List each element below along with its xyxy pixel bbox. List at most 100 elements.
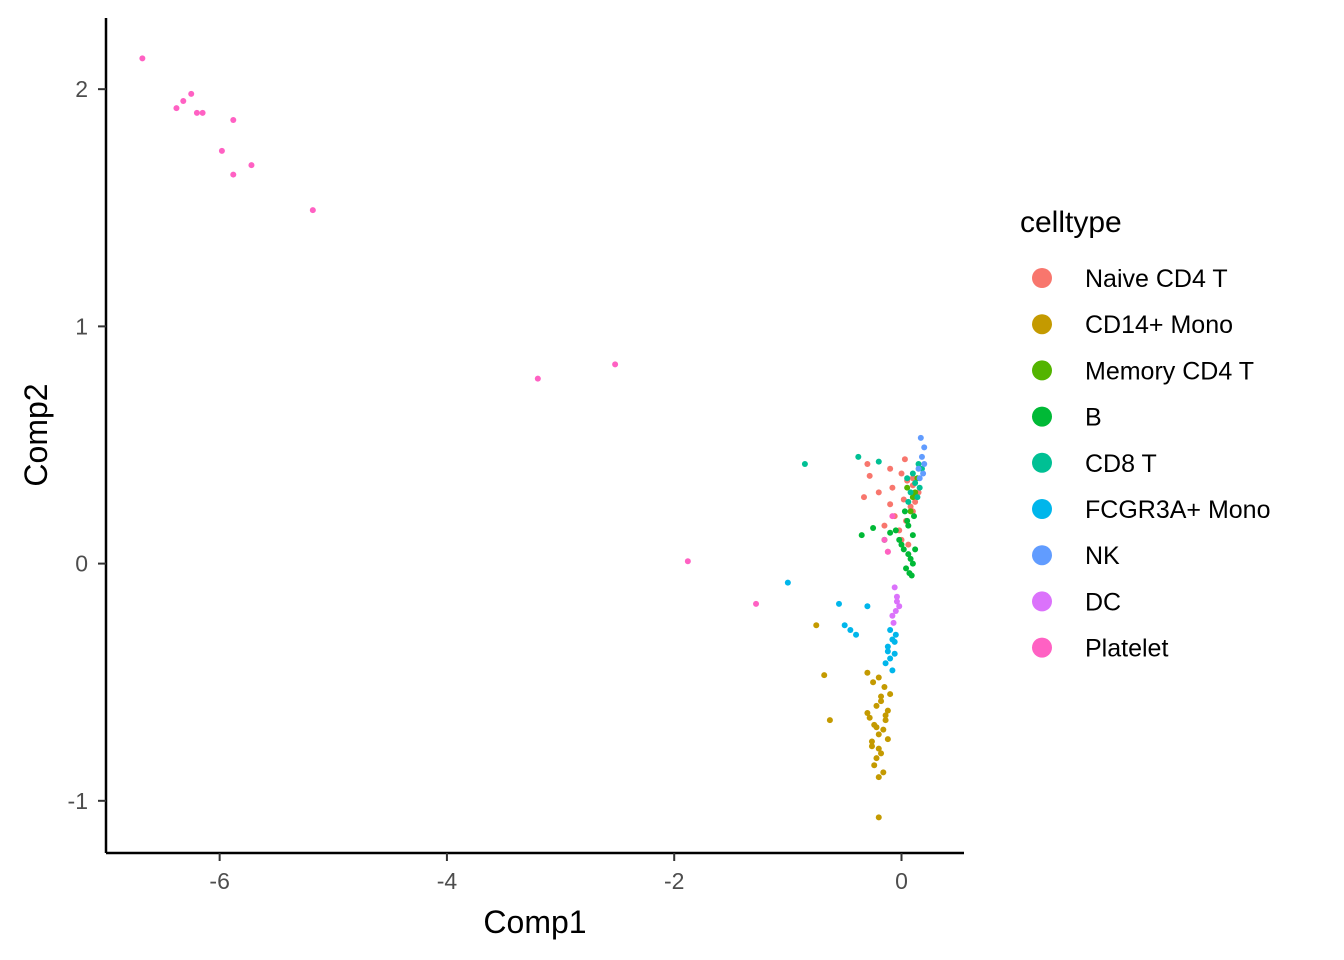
point-platelet-17 xyxy=(889,513,896,520)
point-b-12 xyxy=(903,565,910,572)
point-nk-3 xyxy=(915,465,922,472)
point-fcgr3a-mono-14 xyxy=(891,638,898,645)
point-naive-cd4-t-16 xyxy=(912,498,919,505)
legend-label: Platelet xyxy=(1085,635,1168,663)
legend-key xyxy=(1032,637,1052,658)
point-naive-cd4-t-2 xyxy=(887,465,894,472)
point-dc-1 xyxy=(893,598,900,605)
y-tick-label: 0 xyxy=(75,551,88,577)
point-naive-cd4-t-0 xyxy=(864,460,871,467)
point-cd14-mono-24 xyxy=(875,774,882,781)
point-platelet-7 xyxy=(218,147,225,154)
x-ticks: -6 -4 -2 0 xyxy=(209,853,908,894)
point-dc-2 xyxy=(889,612,896,619)
point-platelet-13 xyxy=(684,558,691,565)
point-fcgr3a-mono-7 xyxy=(892,631,899,638)
point-b-7 xyxy=(898,541,905,548)
x-axis-title: Comp1 xyxy=(483,904,586,940)
point-cd14-mono-10 xyxy=(884,707,891,714)
point-cd14-mono-7 xyxy=(887,691,894,698)
point-cd14-mono-4 xyxy=(870,679,877,686)
point-fcgr3a-mono-0 xyxy=(784,579,791,586)
point-fcgr3a-mono-9 xyxy=(884,643,891,650)
point-cd14-mono-28 xyxy=(882,712,889,719)
point-cd14-mono-26 xyxy=(873,724,880,731)
legend: Naive CD4 T CD14+ Mono Memory CD4 T B CD8 T F… xyxy=(1032,265,1271,663)
point-b-6 xyxy=(912,546,919,553)
point-cd14-mono-19 xyxy=(873,755,880,762)
point-fcgr3a-mono-2 xyxy=(841,622,848,629)
point-fcgr3a-mono-5 xyxy=(864,603,871,610)
point-nk-2 xyxy=(918,453,925,460)
x-tick-label: -2 xyxy=(664,868,684,894)
point-dc-0 xyxy=(892,608,899,615)
legend-label: DC xyxy=(1085,588,1121,616)
point-b-19 xyxy=(901,508,908,515)
legend-key xyxy=(1032,268,1052,288)
legend-label: FCGR3A+ Mono xyxy=(1085,496,1271,524)
point-nk-0 xyxy=(917,434,924,441)
legend-label: CD14+ Mono xyxy=(1085,311,1233,339)
point-cd14-mono-23 xyxy=(880,769,887,776)
point-cd8-t-8 xyxy=(907,489,914,496)
legend-key xyxy=(1032,406,1052,427)
point-b-8 xyxy=(887,529,894,536)
legend-title: celltype xyxy=(1020,206,1122,239)
point-fcgr3a-mono-11 xyxy=(887,655,894,662)
point-b-4 xyxy=(904,517,911,524)
point-platelet-15 xyxy=(884,548,891,555)
point-naive-cd4-t-23 xyxy=(901,456,908,463)
y-tick-label: -1 xyxy=(68,788,88,814)
point-cd14-mono-6 xyxy=(881,683,888,690)
point-cd14-mono-27 xyxy=(868,743,875,750)
point-b-1 xyxy=(870,525,877,532)
point-memory-cd4-t-0 xyxy=(904,484,911,491)
points-layer xyxy=(139,55,928,821)
point-platelet-6 xyxy=(230,117,237,124)
legend-key xyxy=(1032,452,1052,473)
point-cd14-mono-1 xyxy=(821,672,828,679)
legend-key xyxy=(1032,314,1052,335)
legend-key xyxy=(1032,545,1052,566)
point-platelet-1 xyxy=(188,90,195,97)
y-ticks: 2 1 0 -1 xyxy=(68,76,106,814)
point-naive-cd4-t-3 xyxy=(898,470,905,477)
point-nk-6 xyxy=(920,470,927,477)
point-b-13 xyxy=(900,546,907,553)
legend-label: Naive CD4 T xyxy=(1085,265,1228,293)
point-cd14-mono-0 xyxy=(813,622,820,629)
legend-label: Memory CD4 T xyxy=(1085,357,1254,385)
point-platelet-11 xyxy=(534,375,541,382)
point-platelet-16 xyxy=(881,536,888,543)
legend-key xyxy=(1032,360,1052,381)
point-naive-cd4-t-8 xyxy=(887,501,894,508)
point-cd14-mono-25 xyxy=(878,693,885,700)
point-b-11 xyxy=(909,560,916,567)
point-platelet-9 xyxy=(230,171,237,178)
x-tick-label: 0 xyxy=(895,868,908,894)
point-cd14-mono-3 xyxy=(864,669,871,676)
point-dc-3 xyxy=(896,603,903,610)
point-fcgr3a-mono-12 xyxy=(882,660,889,667)
legend-label: NK xyxy=(1085,542,1120,570)
point-b-9 xyxy=(905,551,912,558)
point-b-18 xyxy=(910,513,917,520)
point-naive-cd4-t-21 xyxy=(909,475,916,482)
point-fcgr3a-mono-6 xyxy=(887,627,894,634)
point-fcgr3a-mono-10 xyxy=(891,650,898,657)
point-b-17 xyxy=(905,522,912,529)
point-cd14-mono-18 xyxy=(878,750,885,757)
point-nk-4 xyxy=(921,460,928,467)
point-memory-cd4-t-4 xyxy=(912,489,919,496)
point-cd14-mono-21 xyxy=(864,710,871,717)
point-cd8-t-4 xyxy=(909,470,916,477)
point-cd14-mono-14 xyxy=(875,731,882,738)
point-fcgr3a-mono-15 xyxy=(884,648,891,655)
point-platelet-5 xyxy=(199,109,206,116)
legend-key xyxy=(1032,499,1052,519)
point-nk-5 xyxy=(916,475,923,482)
point-naive-cd4-t-6 xyxy=(860,494,867,501)
point-cd14-mono-8 xyxy=(873,702,880,709)
point-naive-cd4-t-9 xyxy=(900,496,907,503)
